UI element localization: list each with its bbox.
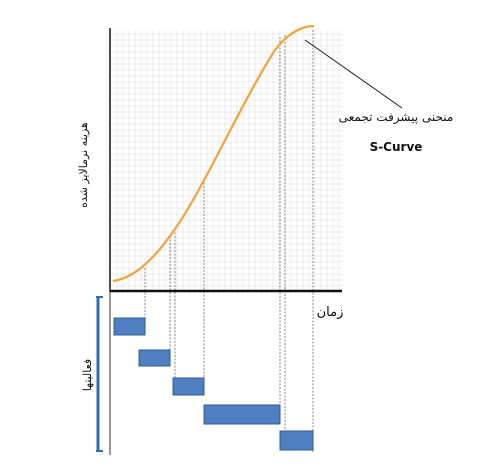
x-axis-label: زمان — [317, 305, 344, 320]
s-curve-line — [112, 24, 315, 283]
annotation-pointer — [304, 39, 403, 109]
activity-bar-3 — [172, 377, 205, 396]
activity-bar-2 — [138, 349, 171, 367]
grid-horizontal-lines — [111, 33, 342, 287]
guide-lines — [144, 30, 314, 452]
curve-name: S-Curve — [370, 140, 423, 154]
y-axis-label: هزینه نرمالایز شده — [77, 122, 90, 208]
activity-bar-1 — [113, 317, 146, 336]
activity-bars — [113, 317, 314, 451]
activity-bar-5 — [279, 430, 314, 451]
activities-label: فعالیتها — [81, 359, 94, 391]
activities-bracket — [96, 296, 103, 452]
activity-bar-4 — [203, 404, 281, 425]
curve-annotation: منحنی پیشرفت تجمعی — [339, 110, 454, 125]
